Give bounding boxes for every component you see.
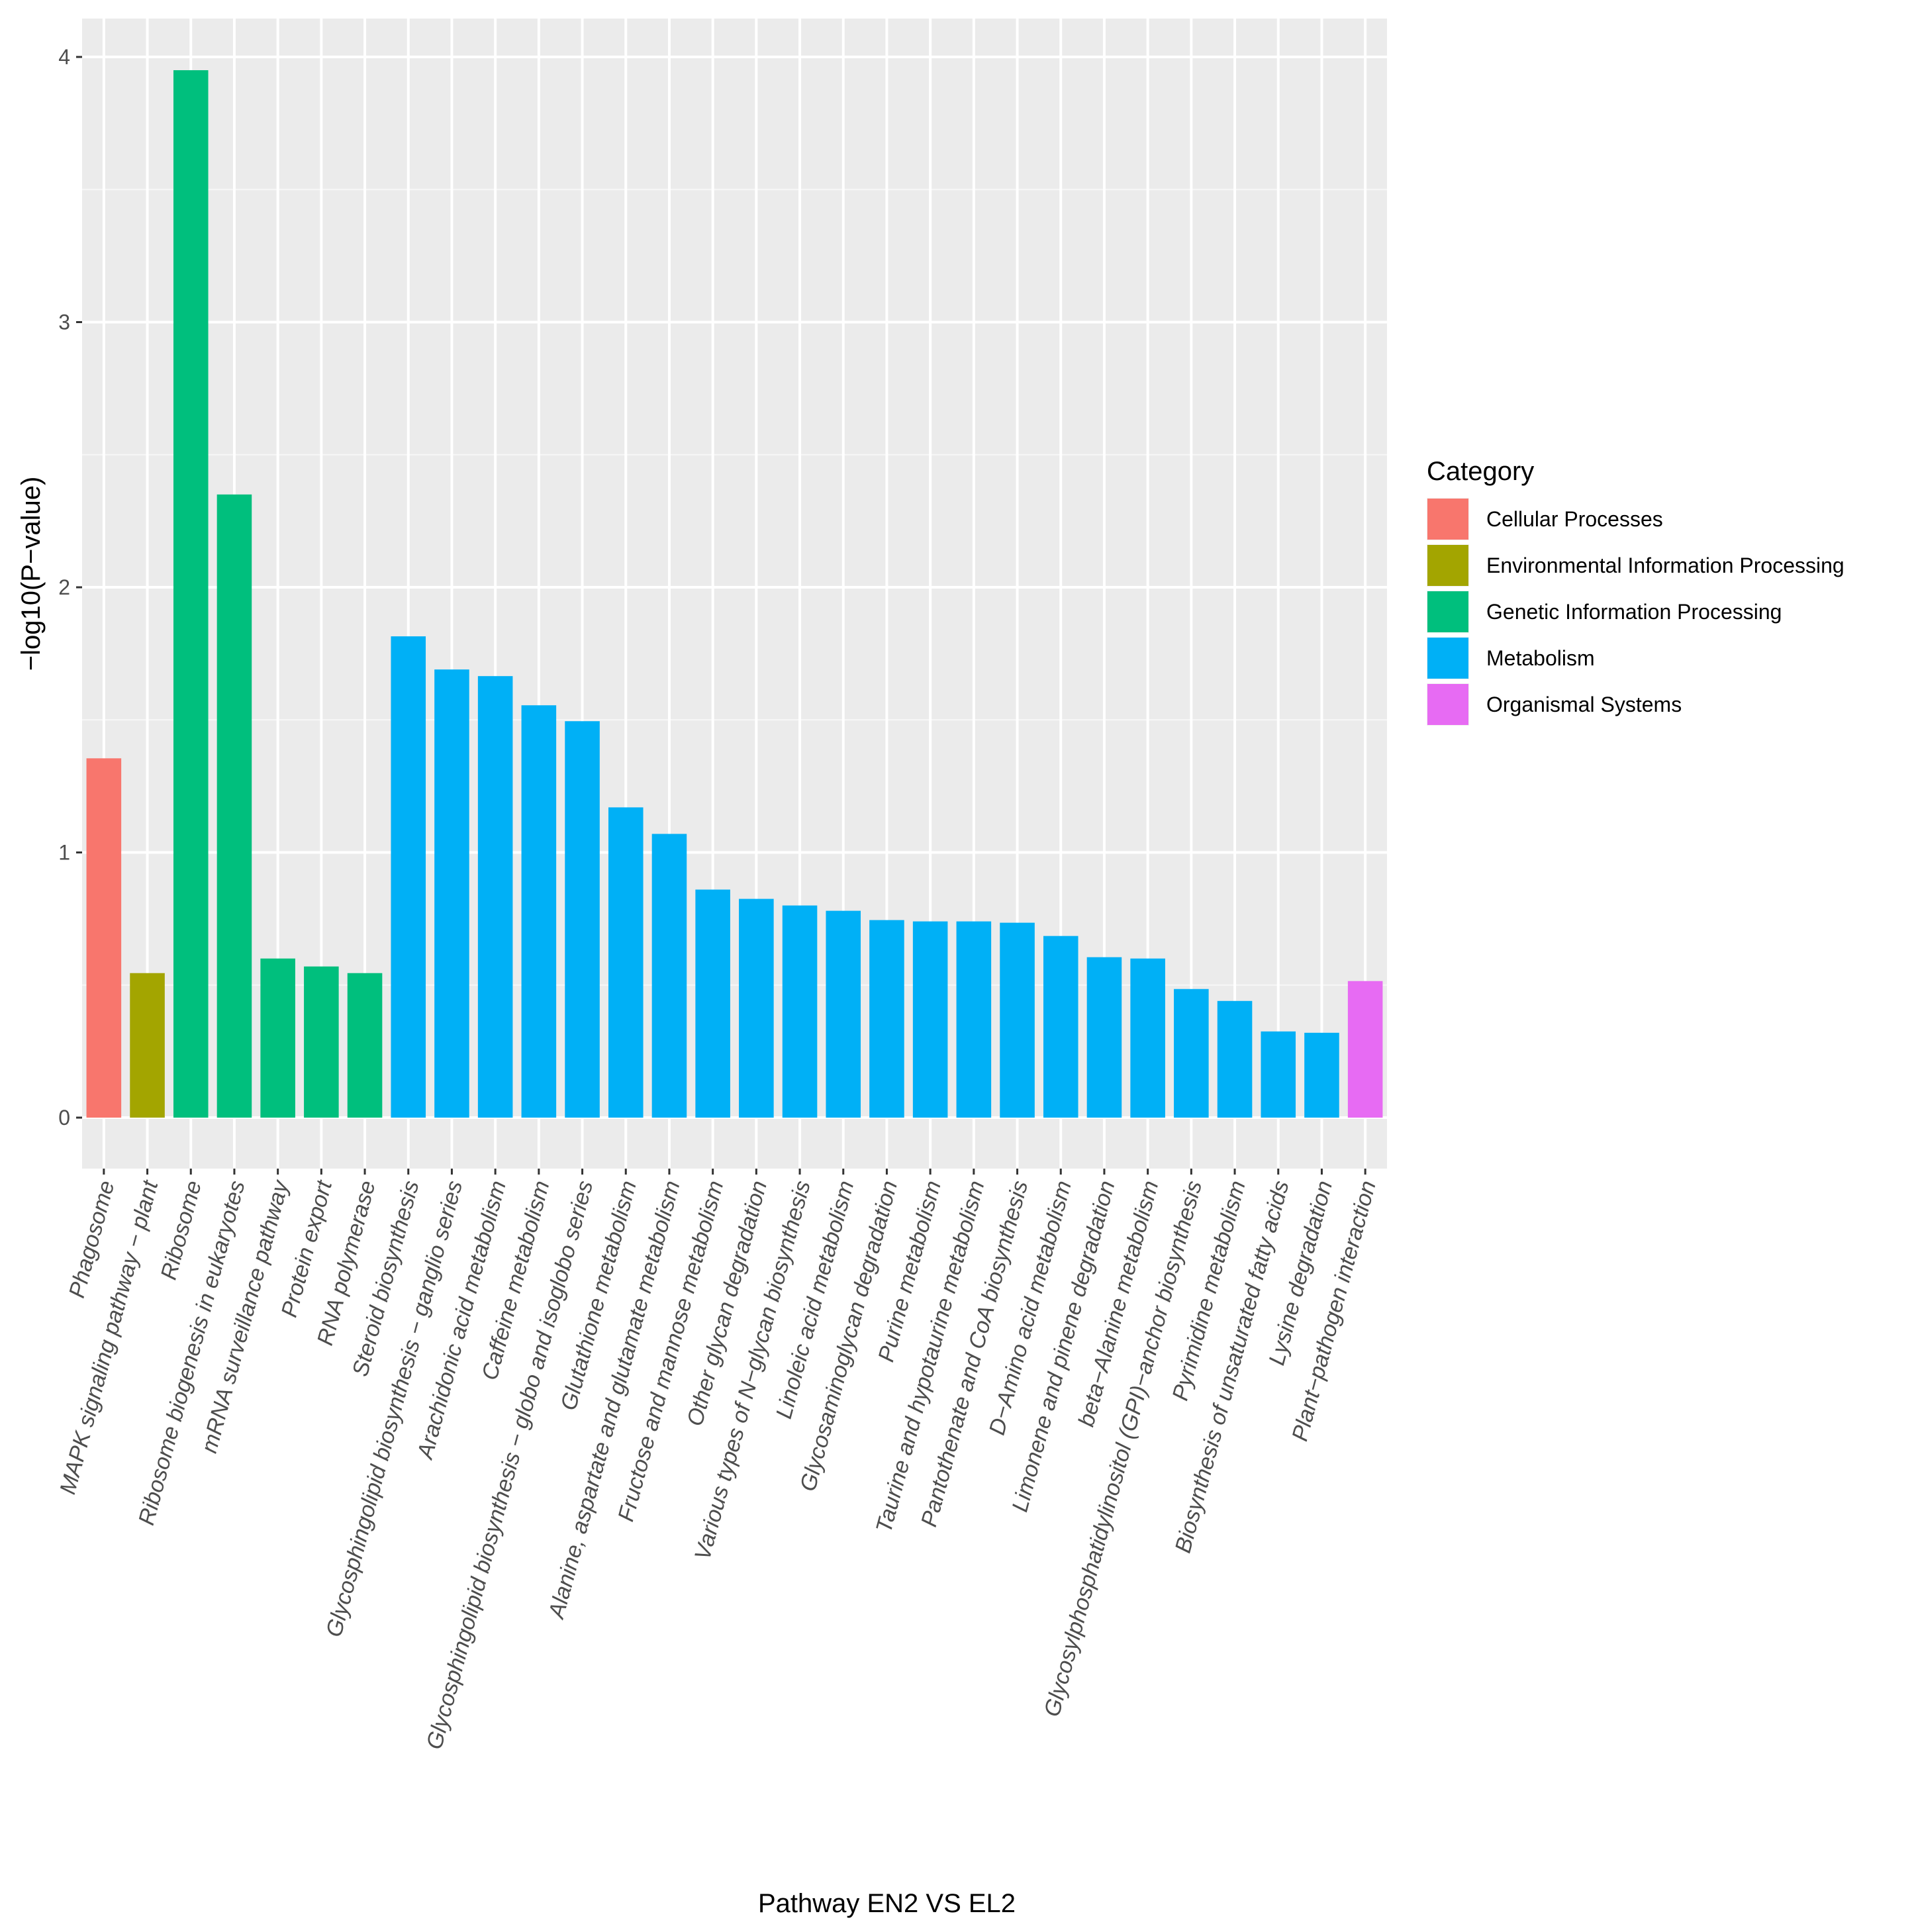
bar-25: [1130, 958, 1165, 1118]
bar-8: [391, 636, 426, 1118]
bar-2: [130, 973, 165, 1118]
legend-label: Environmental Information Processing: [1486, 554, 1844, 577]
bar-26: [1174, 989, 1209, 1118]
bar-7: [347, 973, 383, 1118]
bar-14: [651, 834, 687, 1118]
bar-13: [608, 807, 644, 1118]
bar-12: [565, 721, 600, 1118]
bar-16: [739, 898, 774, 1118]
bar-17: [782, 905, 818, 1118]
bar-24: [1086, 957, 1122, 1118]
bar-22: [1000, 922, 1035, 1118]
legend-swatch: [1427, 545, 1468, 586]
y-axis: 0 1 2 3 4: [58, 45, 82, 1130]
bar-5: [260, 958, 295, 1118]
plot-panel: [82, 19, 1387, 1169]
bar-15: [695, 889, 730, 1118]
bar-3: [173, 70, 209, 1118]
legend-label: Cellular Processes: [1486, 507, 1663, 531]
bar-20: [912, 921, 948, 1118]
legend-swatch: [1427, 684, 1468, 725]
legend-title: Category: [1427, 457, 1534, 486]
y-tick-label: 4: [58, 45, 70, 69]
bars-layer: [86, 70, 1383, 1118]
x-tick-label: MAPK signaling pathway − plant: [55, 1177, 164, 1497]
x-axis-title: Pathway EN2 VS EL2: [758, 1889, 1016, 1918]
legend: Category Cellular Processes Environmental…: [1427, 457, 1844, 726]
bar-30: [1347, 981, 1383, 1118]
bar-9: [434, 669, 469, 1118]
bar-10: [477, 676, 513, 1118]
bar-19: [869, 920, 904, 1118]
bar-4: [216, 494, 252, 1118]
legend-label: Metabolism: [1486, 646, 1595, 670]
bar-1: [86, 758, 122, 1118]
legend-swatch: [1427, 591, 1468, 632]
y-tick-label: 2: [58, 575, 70, 599]
bar-27: [1217, 1000, 1253, 1118]
bar-23: [1043, 936, 1078, 1118]
legend-label: Organismal Systems: [1486, 693, 1682, 716]
legend-label: Genetic Information Processing: [1486, 600, 1782, 624]
y-axis-title: −log10(P−value): [17, 477, 46, 671]
bar-21: [956, 921, 992, 1118]
y-tick-label: 0: [58, 1106, 70, 1130]
bar-29: [1304, 1032, 1339, 1118]
bar-6: [304, 966, 339, 1118]
legend-swatch: [1427, 638, 1468, 679]
legend-swatch: [1427, 499, 1468, 540]
bar-18: [826, 910, 861, 1118]
x-tick-label: Ribosome: [156, 1178, 207, 1282]
y-tick-label: 3: [58, 311, 70, 334]
bar-11: [521, 705, 557, 1118]
bar-28: [1261, 1031, 1296, 1118]
y-tick-label: 1: [58, 841, 70, 865]
